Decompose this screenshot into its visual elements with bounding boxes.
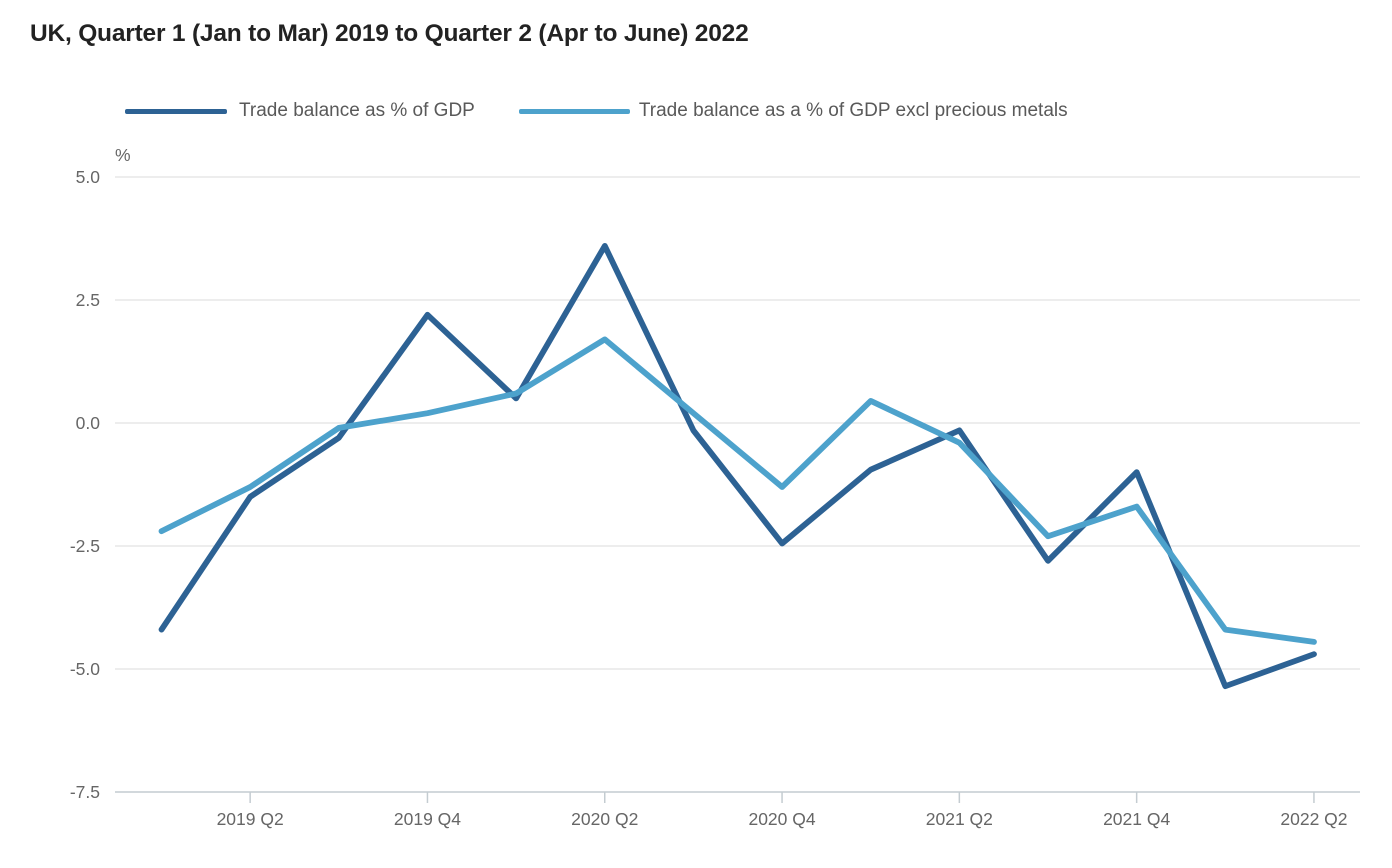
chart-legend: Trade balance as % of GDP Trade balance … [125,100,1068,122]
legend-swatch-dark-blue [125,108,227,114]
chart-title: UK, Quarter 1 (Jan to Mar) 2019 to Quart… [30,20,749,47]
legend-item-trade-balance: Trade balance as % of GDP [125,100,475,122]
y-axis-unit-label: % [115,145,131,165]
y-tick-label: -5.0 [70,659,100,679]
series-line-trade-balance-excl-precious-metals [158,336,1317,645]
y-tick-label: 2.5 [76,290,100,310]
x-tick-label: 2021 Q2 [926,809,993,829]
y-tick-label: -2.5 [70,536,100,556]
series-line-trade-balance [158,242,1317,690]
y-tick-label: 5.0 [76,167,101,187]
legend-swatch-light-blue [518,108,630,114]
x-tick-label: 2022 Q2 [1280,809,1347,829]
x-tick-label: 2021 Q4 [1103,809,1170,829]
y-tick-label: -7.5 [70,782,100,802]
legend-item-trade-balance-excl-precious-metals: Trade balance as a % of GDP excl preciou… [518,100,1068,122]
x-tick-label: 2020 Q4 [748,809,815,829]
legend-label: Trade balance as % of GDP [239,100,475,121]
y-tick-label: 0.0 [76,413,101,433]
legend-label: Trade balance as a % of GDP excl preciou… [638,100,1068,121]
x-tick-label: 2019 Q4 [394,809,461,829]
x-tick-label: 2020 Q2 [571,809,638,829]
x-tick-label: 2019 Q2 [217,809,284,829]
